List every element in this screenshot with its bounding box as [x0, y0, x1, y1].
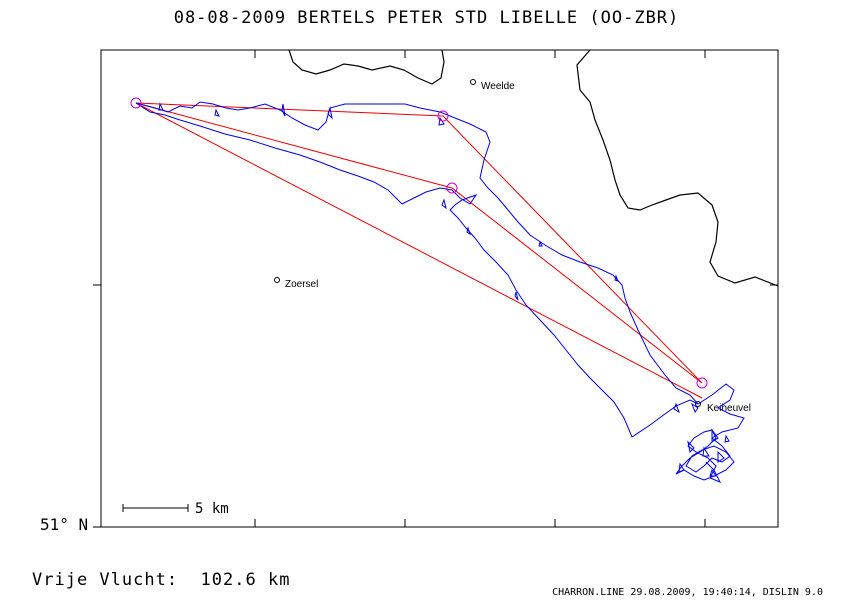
place-marker-weelde	[470, 79, 476, 85]
distance-value: 102.6 km	[200, 570, 291, 590]
page-title: 08-08-2009 BERTELS PETER STD LIBELLE (OO…	[173, 8, 680, 28]
turnpoint-3	[446, 182, 458, 194]
turnpoint-2	[437, 110, 449, 122]
plot-border	[100, 49, 779, 528]
flight-track	[135, 101, 745, 483]
scale-bar	[122, 504, 189, 512]
axis-ticks	[93, 50, 778, 528]
footer-credit: CHARRON.LINE 29.08.2009, 19:40:14, DISLI…	[552, 587, 823, 598]
latitude-label: 51° N	[40, 515, 89, 534]
distance-readout: Vrije Vlucht: 102.6 km	[32, 570, 290, 590]
place-label-keiheuvel: Keiheuvel	[707, 403, 751, 414]
distance-label: Vrije Vlucht:	[32, 570, 179, 590]
border-line-north	[288, 49, 445, 85]
turnpoint-markers	[130, 97, 708, 389]
thermal-marks	[158, 102, 730, 477]
place-label-weelde: Weelde	[481, 81, 515, 92]
turnpoint-4	[696, 377, 708, 389]
place-label-zoersel: Zoersel	[285, 279, 318, 290]
border-line-east	[576, 49, 779, 287]
scale-label: 5 km	[195, 501, 229, 517]
place-marker-zoersel	[274, 277, 280, 283]
task-line	[135, 102, 703, 399]
turnpoint-1	[130, 97, 142, 109]
